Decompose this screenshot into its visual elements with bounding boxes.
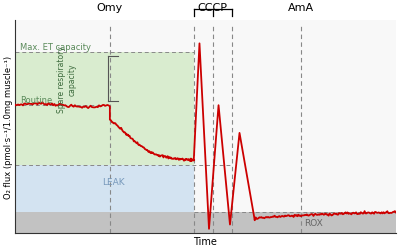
X-axis label: Time: Time: [193, 236, 217, 246]
Text: CCCP: CCCP: [198, 4, 228, 14]
Text: Routine: Routine: [20, 96, 52, 105]
Text: ROX: ROX: [304, 218, 323, 227]
Text: Spare respiratory
capacity: Spare respiratory capacity: [57, 46, 77, 112]
Y-axis label: O₂ flux (pmol·s⁻¹/1.0mg muscle⁻¹): O₂ flux (pmol·s⁻¹/1.0mg muscle⁻¹): [4, 56, 13, 198]
Text: AmA: AmA: [288, 4, 314, 14]
Bar: [14, 212, 396, 233]
Text: LEAK: LEAK: [102, 178, 124, 187]
Text: Omy: Omy: [97, 4, 123, 14]
Bar: [14, 53, 194, 165]
Text: Max. ET capacity: Max. ET capacity: [20, 43, 91, 52]
Bar: [14, 165, 194, 212]
